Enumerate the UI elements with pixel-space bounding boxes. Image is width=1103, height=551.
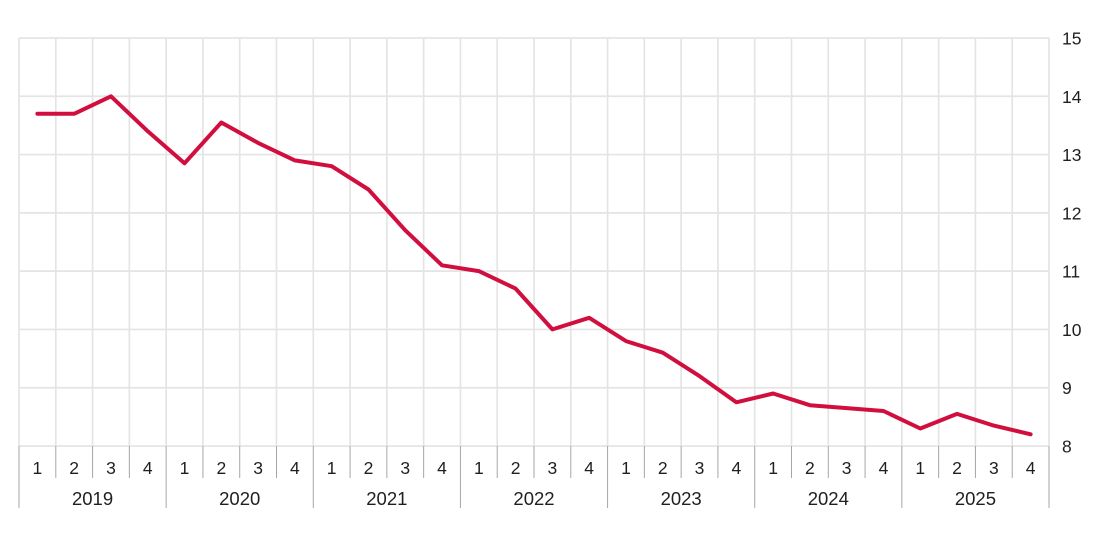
y-axis-tick-label: 11 [1062, 262, 1080, 282]
x-axis-quarter-label: 2 [952, 458, 962, 478]
x-axis-quarter-label: 4 [143, 458, 153, 478]
y-axis-tick-label: 13 [1062, 145, 1081, 165]
x-axis-year-label: 2025 [955, 488, 996, 509]
y-axis-tick-label: 15 [1062, 29, 1081, 49]
x-axis-quarter-label: 4 [879, 458, 889, 478]
y-axis-tick-label: 8 [1062, 437, 1072, 457]
x-axis-quarter-label: 3 [548, 458, 558, 478]
x-axis-quarter-label: 2 [805, 458, 815, 478]
x-axis-quarter-label: 4 [731, 458, 741, 478]
x-axis-quarter-label: 2 [511, 458, 521, 478]
x-axis-quarter-label: 1 [33, 458, 43, 478]
x-axis-quarter-label: 1 [327, 458, 337, 478]
x-axis-quarter-label: 1 [180, 458, 190, 478]
trend-line [35, 94, 1033, 437]
x-axis-quarter-label: 3 [842, 458, 852, 478]
x-axis-quarter-label: 2 [364, 458, 374, 478]
x-axis-quarter-label: 3 [695, 458, 705, 478]
x-axis-year-label: 2022 [513, 488, 554, 509]
x-axis-year-label: 2024 [808, 488, 849, 509]
x-axis-quarter-label: 1 [915, 458, 925, 478]
x-axis-quarter-label: 3 [253, 458, 263, 478]
x-axis-quarter-label: 1 [474, 458, 484, 478]
x-axis-year-label: 2023 [661, 488, 702, 509]
x-axis-quarter-label: 4 [1026, 458, 1036, 478]
x-axis-quarter-label: 4 [437, 458, 447, 478]
x-axis-year-label: 2019 [72, 488, 113, 509]
x-axis-quarter-label: 1 [768, 458, 778, 478]
y-axis-tick-label: 10 [1062, 320, 1082, 340]
x-axis-quarter-label: 2 [658, 458, 668, 478]
x-axis-quarter-label: 3 [400, 458, 410, 478]
x-axis-quarter-label: 3 [106, 458, 116, 478]
y-axis-tick-label: 12 [1062, 203, 1081, 223]
x-axis-quarter-label: 4 [584, 458, 594, 478]
x-axis-quarter-label: 2 [69, 458, 79, 478]
x-axis-quarter-label: 3 [989, 458, 999, 478]
x-axis-quarter-label: 1 [621, 458, 631, 478]
x-axis-year-label: 2021 [366, 488, 407, 509]
x-axis-quarter-label: 2 [216, 458, 226, 478]
y-axis-tick-label: 9 [1062, 378, 1072, 398]
y-axis-tick-label: 14 [1062, 87, 1082, 107]
x-axis-quarter-label: 4 [290, 458, 300, 478]
x-axis-year-label: 2020 [219, 488, 260, 509]
